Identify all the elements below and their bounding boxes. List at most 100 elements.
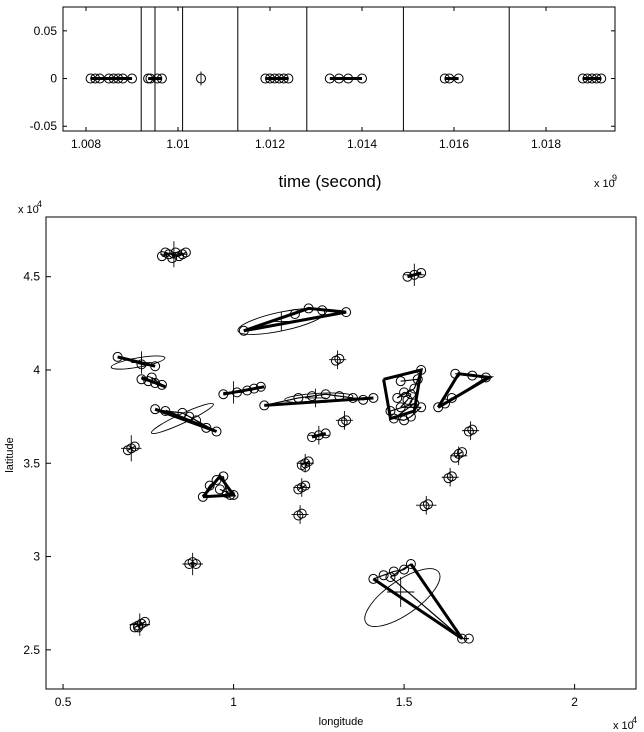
top-plot-frame xyxy=(62,6,616,132)
location-point xyxy=(201,422,212,433)
location-cluster xyxy=(150,403,222,437)
cluster-trajectory xyxy=(372,563,464,640)
location-point xyxy=(197,491,208,502)
location-point xyxy=(180,247,191,258)
location-point xyxy=(378,570,389,581)
location-cluster xyxy=(462,421,480,440)
location-point xyxy=(337,417,348,428)
top-x-multiplier-exponent: 9 xyxy=(612,173,617,183)
location-point xyxy=(293,510,304,521)
x-multiplier: x 10 xyxy=(613,720,634,732)
location-cluster xyxy=(402,263,427,287)
location-cluster xyxy=(110,351,166,374)
cluster-trajectory xyxy=(117,355,156,368)
cluster-link xyxy=(325,393,340,397)
location-point xyxy=(368,573,379,584)
time-point xyxy=(283,73,294,84)
location-cluster xyxy=(441,467,459,487)
location-point xyxy=(368,392,379,403)
location-cluster xyxy=(218,381,266,404)
top-plot-marks: 1.008 1.01 1.012 1.014 1.016 1.018 0.05 0 -0.05 xyxy=(30,7,615,151)
y-tick-label: 3 xyxy=(33,550,40,564)
location-point xyxy=(463,633,474,644)
location-point xyxy=(160,247,171,258)
bottom-plot-marks: 0.5 1 1.5 2 4.5 4 3.5 3 2.5 xyxy=(23,241,578,709)
location-cluster xyxy=(121,435,142,462)
top-x-tick-label: 1.018 xyxy=(531,137,561,151)
cluster-ellipse xyxy=(110,355,166,370)
cluster-link xyxy=(390,576,463,640)
location-point xyxy=(320,389,331,400)
location-point xyxy=(211,426,222,437)
location-point xyxy=(480,372,491,383)
location-point xyxy=(463,426,474,437)
location-point xyxy=(395,402,406,413)
bottom-plot-frame xyxy=(45,216,637,690)
time-point xyxy=(156,73,167,84)
location-point xyxy=(204,480,215,491)
cluster-link xyxy=(393,417,405,421)
time-point xyxy=(196,73,206,84)
cluster-ellipse xyxy=(364,568,441,627)
location-cluster xyxy=(364,559,474,644)
location-cluster xyxy=(335,411,353,430)
location-point xyxy=(255,381,266,392)
location-point xyxy=(399,415,410,426)
time-point xyxy=(113,73,124,84)
cluster-link xyxy=(298,395,313,399)
location-point xyxy=(167,253,178,264)
location-point xyxy=(136,374,147,385)
x-tick-label: 1.5 xyxy=(396,695,413,709)
cluster-link xyxy=(383,570,395,576)
location-point xyxy=(150,361,161,372)
location-point xyxy=(334,391,345,402)
cluster-link xyxy=(406,393,412,401)
location-point xyxy=(218,389,229,400)
location-point xyxy=(457,447,468,458)
cluster-link xyxy=(311,393,326,397)
location-point xyxy=(405,389,416,400)
y-multiplier: x 10 xyxy=(18,204,39,216)
x-tick-label: 1 xyxy=(230,695,237,709)
x-tick-label: 2 xyxy=(571,695,578,709)
location-cluster xyxy=(291,505,309,524)
time-point xyxy=(357,73,367,84)
top-x-multiplier: x 10 xyxy=(594,178,615,190)
x-multiplier-exponent: 4 xyxy=(632,715,637,725)
location-point xyxy=(231,387,242,398)
location-point xyxy=(184,411,195,422)
time-point xyxy=(596,73,607,84)
time-point xyxy=(90,73,101,84)
location-cluster xyxy=(329,350,347,370)
cluster-trajectory xyxy=(201,473,237,499)
cluster-link xyxy=(403,416,412,421)
top-x-tick-label: 1.016 xyxy=(439,137,469,151)
location-point xyxy=(409,269,420,280)
location-point xyxy=(446,392,457,403)
time-point xyxy=(439,73,450,84)
location-point xyxy=(409,383,420,394)
top-y-tick-label: 0 xyxy=(50,72,57,86)
location-point xyxy=(307,391,318,402)
location-point xyxy=(150,404,161,415)
location-point xyxy=(156,251,167,262)
cluster-link xyxy=(400,378,418,382)
location-point xyxy=(150,378,161,389)
top-y-tick-label: 0.05 xyxy=(34,24,58,38)
cluster-trajectory xyxy=(243,306,347,333)
cluster-link xyxy=(403,391,412,395)
time-point xyxy=(152,73,163,84)
location-point xyxy=(242,385,253,396)
location-point xyxy=(320,428,331,439)
y-axis-label-latitude: latitude xyxy=(4,437,16,472)
location-point xyxy=(218,471,229,482)
location-point xyxy=(317,305,328,316)
cluster-link xyxy=(458,451,463,455)
location-cluster xyxy=(293,478,311,497)
location-point xyxy=(347,392,358,403)
y-tick-label: 3.5 xyxy=(23,456,40,470)
location-point xyxy=(259,400,270,411)
cluster-trajectory xyxy=(264,396,374,407)
location-point xyxy=(289,309,300,320)
top-x-tick-label: 1.012 xyxy=(255,137,285,151)
